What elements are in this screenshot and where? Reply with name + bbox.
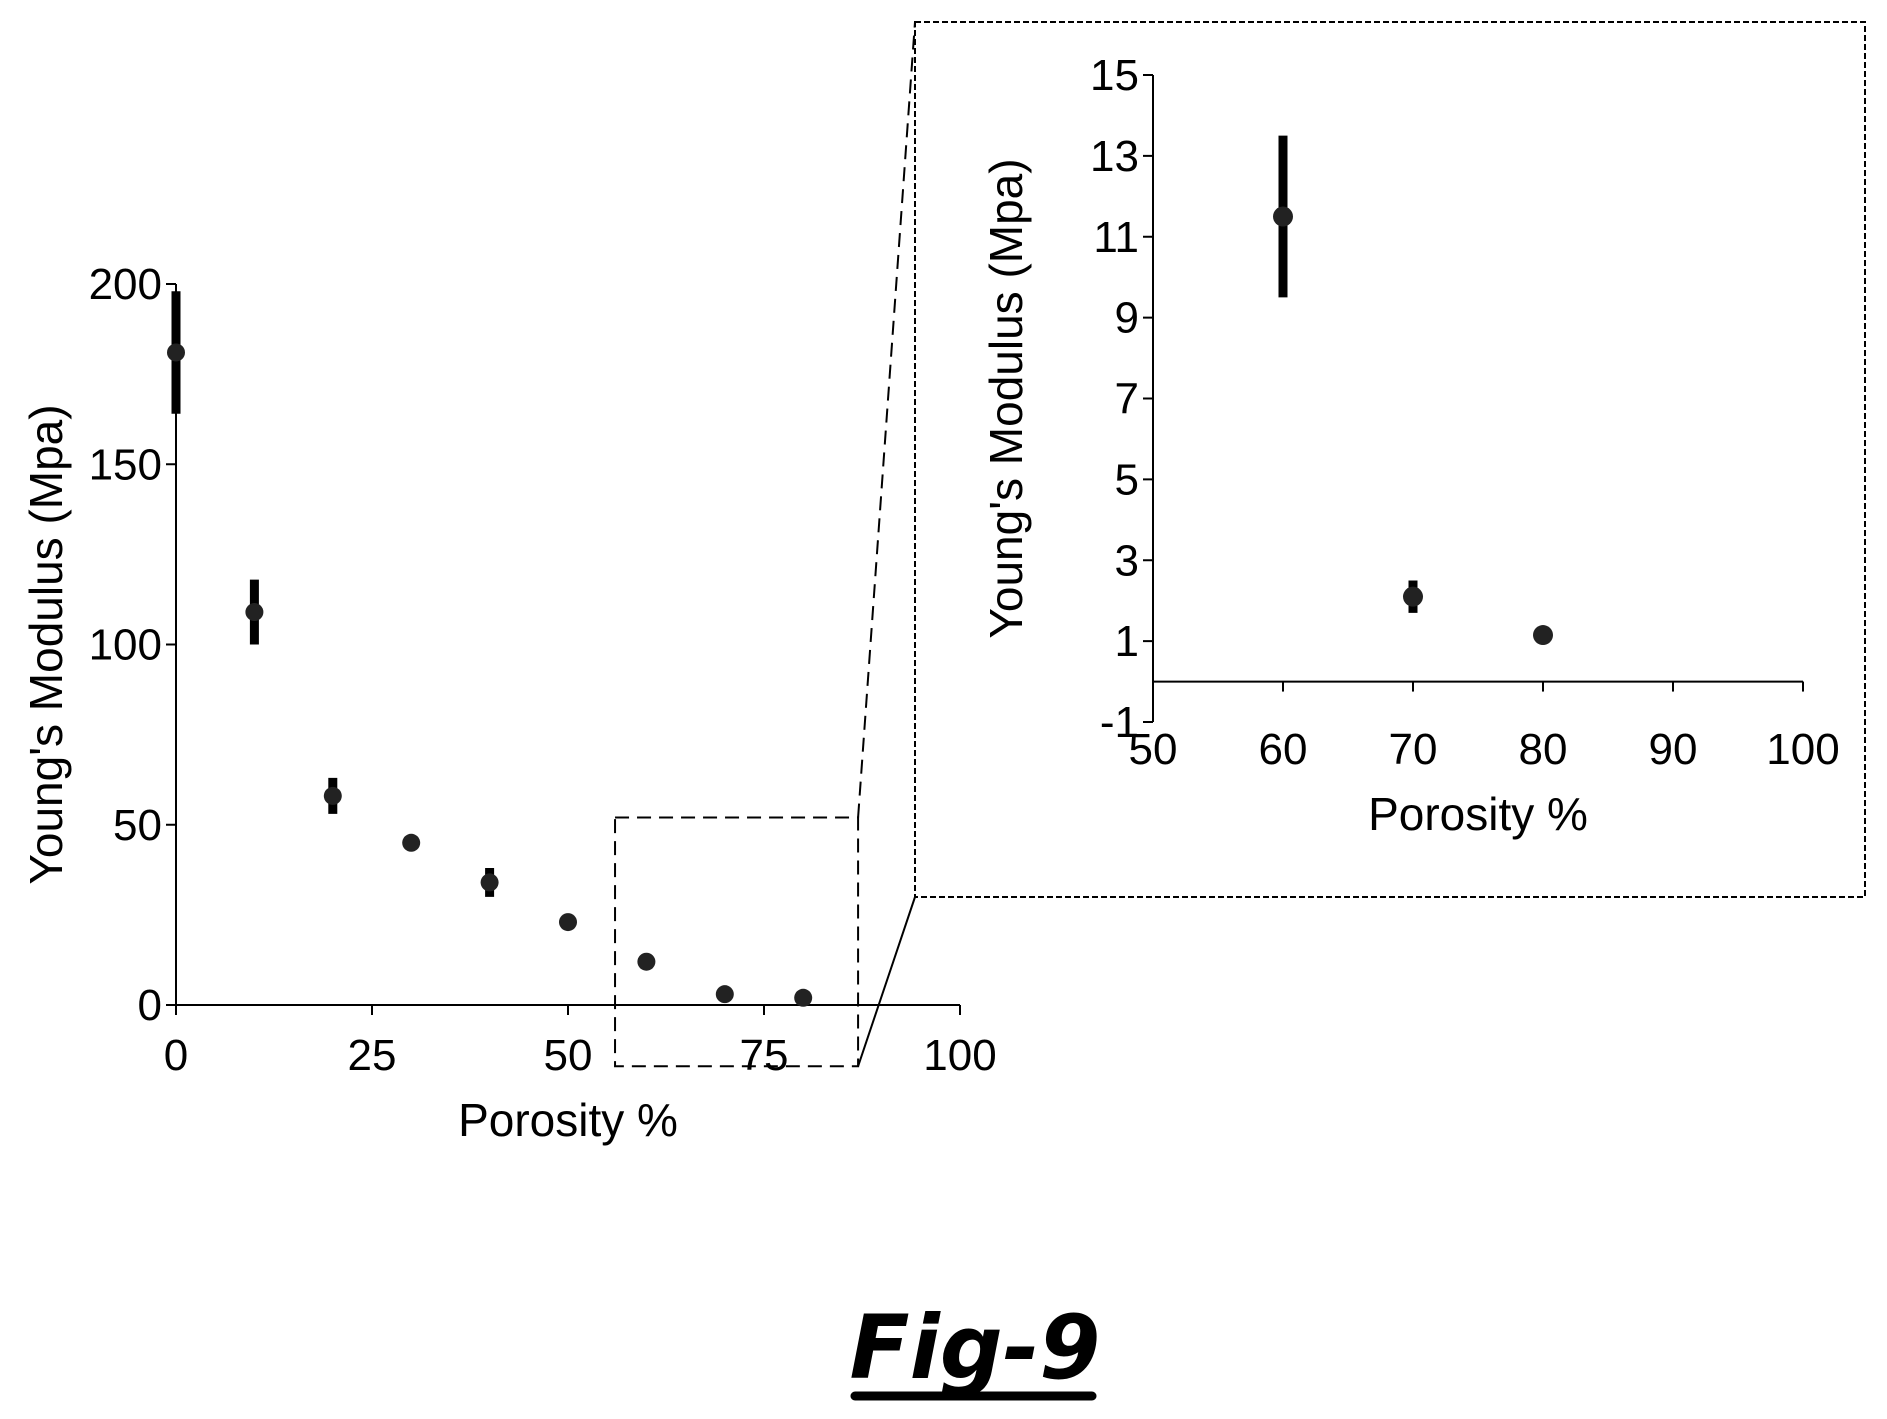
main-x-axis-title: Porosity % [458, 1094, 678, 1146]
inset-y-tick-label: 15 [1090, 51, 1139, 100]
inset-x-ticks: 50 60 70 80 90 100 [1129, 681, 1840, 774]
inset-data-point [1533, 625, 1553, 646]
main-x-tick-label: 75 [740, 1031, 789, 1080]
inset-x-axis-title: Porosity % [1368, 788, 1588, 840]
main-data-point [794, 988, 813, 1007]
inset-data-point [1273, 206, 1293, 227]
inset-x-tick-label: 60 [1259, 725, 1308, 774]
main-x-tick-label: 50 [544, 1031, 593, 1080]
main-y-tick-label: 100 [89, 621, 162, 670]
zoom-connector-bottom [857, 896, 916, 1067]
main-data-point [480, 873, 499, 892]
inset-y-tick-label: -1 [1100, 698, 1139, 747]
main-data-point [167, 343, 185, 362]
main-data-point [245, 603, 264, 622]
main-data-points [167, 291, 813, 1007]
inset-y-tick-label: 5 [1115, 455, 1139, 504]
main-data-point [637, 952, 656, 971]
main-x-tick-label: 25 [348, 1031, 397, 1080]
inset-data-points [1273, 135, 1553, 646]
inset-x-tick-label: 70 [1389, 725, 1438, 774]
main-x-tick-label: 100 [923, 1031, 996, 1080]
inset-data-point [1403, 586, 1423, 607]
main-y-tick-label: 150 [89, 440, 162, 489]
inset-y-tick-label: 1 [1115, 617, 1139, 666]
main-data-point [402, 833, 421, 852]
main-y-tick-label: 200 [89, 260, 162, 309]
main-chart: 0 25 50 75 100 0 50 100 150 200 Porosity % Young… [20, 260, 997, 1146]
main-data-point [715, 985, 734, 1004]
main-data-point [559, 913, 577, 932]
main-y-tick-label: 0 [138, 981, 162, 1030]
inset-y-tick-label: 9 [1115, 294, 1139, 343]
inset-x-tick-label: 100 [1766, 725, 1839, 774]
main-y-tick-label: 50 [113, 801, 162, 850]
zoom-connector-top [857, 21, 916, 818]
main-y-ticks: 0 50 100 150 200 [89, 260, 176, 1030]
main-y-axis-title: Young's Modulus (Mpa) [20, 404, 72, 884]
inset-x-tick-label: 50 [1129, 725, 1178, 774]
inset-y-tick-label: 7 [1115, 375, 1139, 424]
main-x-ticks: 0 25 50 75 100 [164, 1005, 997, 1080]
zoom-region-box [614, 816, 860, 1068]
inset-y-tick-label: 11 [1093, 213, 1139, 262]
inset-frame [914, 21, 1866, 898]
figure-label: Fig-9 [849, 1296, 1100, 1399]
main-data-point [323, 786, 342, 805]
inset-x-tick-label: 80 [1519, 725, 1568, 774]
main-x-tick-label: 0 [164, 1031, 188, 1080]
inset-y-tick-label: 13 [1090, 132, 1139, 181]
inset-y-axis-title: Young's Modulus (Mpa) [980, 158, 1032, 638]
inset-y-tick-label: 3 [1115, 536, 1139, 585]
inset-x-tick-label: 90 [1649, 725, 1698, 774]
